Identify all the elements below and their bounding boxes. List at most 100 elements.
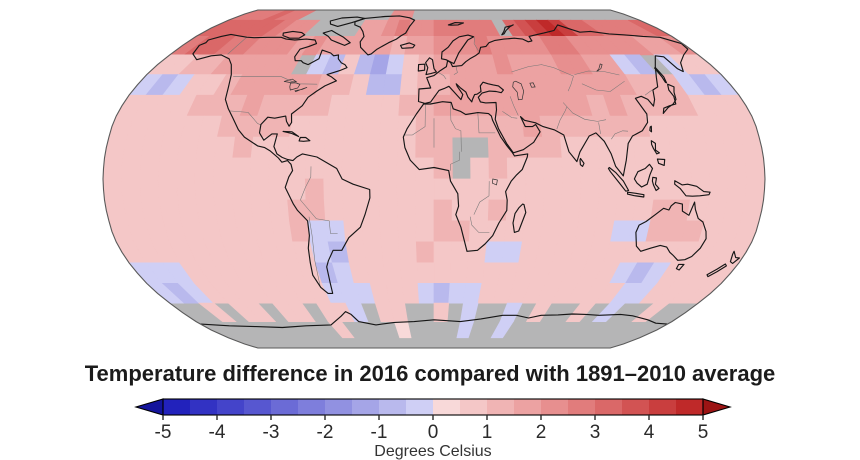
grid-cell bbox=[486, 115, 507, 138]
grid-cell bbox=[398, 241, 418, 264]
grid-cell bbox=[177, 199, 200, 222]
grid-cell bbox=[433, 283, 451, 304]
grid-cell bbox=[268, 178, 288, 201]
grid-cell bbox=[560, 199, 581, 222]
grid-cell bbox=[505, 199, 526, 222]
grid-cell bbox=[397, 220, 417, 243]
grid-cell bbox=[361, 220, 382, 243]
grid-cell bbox=[416, 74, 435, 96]
grid-cell bbox=[197, 302, 237, 322]
projection-outline bbox=[102, 9, 766, 349]
world-map bbox=[102, 9, 766, 349]
grid-cell bbox=[631, 302, 671, 322]
grid-cell bbox=[523, 199, 545, 222]
grid-cell bbox=[484, 241, 506, 264]
grid-cell bbox=[396, 157, 417, 180]
grid-cell bbox=[433, 74, 452, 96]
coastlines bbox=[192, 15, 740, 329]
grid-cell bbox=[415, 178, 435, 201]
grid-cell bbox=[177, 136, 200, 159]
grid-cell bbox=[708, 178, 729, 201]
grid-cell bbox=[525, 178, 545, 201]
colorbar-segment bbox=[217, 399, 245, 415]
grid-cell bbox=[323, 136, 345, 159]
colorbar-segment bbox=[244, 399, 272, 415]
colorbar-segment bbox=[595, 399, 623, 415]
grid-cell bbox=[157, 178, 179, 201]
grid-cell bbox=[708, 157, 729, 180]
grid-cell bbox=[543, 157, 564, 180]
grid-cell bbox=[361, 115, 382, 138]
grid-cell bbox=[176, 178, 197, 201]
grid-cell bbox=[194, 178, 215, 201]
grid-cell bbox=[433, 94, 453, 117]
grid-cell bbox=[448, 283, 467, 304]
grid-cell bbox=[325, 220, 347, 243]
colorbar-segment bbox=[406, 399, 434, 415]
grid-cell bbox=[525, 157, 545, 180]
colorbar-segment bbox=[325, 399, 353, 415]
grid-cell bbox=[325, 115, 347, 138]
grid-cell bbox=[212, 178, 234, 201]
figure-title: Temperature difference in 2016 compared … bbox=[84, 361, 776, 386]
colorbar-tick-label: -4 bbox=[209, 422, 226, 443]
grid-cell bbox=[596, 199, 618, 222]
colorbar-segment bbox=[190, 399, 218, 415]
grid-cell bbox=[580, 178, 600, 201]
grid-cell bbox=[213, 136, 236, 159]
grid-cell bbox=[561, 178, 582, 201]
grid-cell bbox=[382, 74, 403, 96]
grid-cell bbox=[268, 199, 290, 222]
grid-cell bbox=[465, 74, 486, 96]
grid-cell bbox=[232, 199, 254, 222]
grid-cell bbox=[378, 178, 398, 201]
grid-cell bbox=[542, 199, 563, 222]
grid-cell bbox=[139, 157, 160, 180]
grid-cell bbox=[342, 199, 363, 222]
grid-cell bbox=[378, 199, 399, 222]
grid-cell bbox=[345, 94, 367, 117]
grid-cell bbox=[650, 136, 673, 159]
grid-cell bbox=[399, 262, 419, 284]
grid-cell bbox=[433, 36, 450, 56]
grid-cell bbox=[379, 115, 400, 138]
grid-cell bbox=[341, 157, 362, 180]
grid-cell bbox=[415, 241, 435, 264]
grid-cell bbox=[433, 302, 450, 322]
grid-cell bbox=[490, 321, 514, 339]
grid-cell bbox=[578, 199, 600, 222]
grid-cell bbox=[634, 178, 656, 201]
grid-cell bbox=[542, 136, 563, 159]
grid-cell bbox=[598, 178, 619, 201]
colorbar: -5 -4 -3 -2 -1 0 1 2 3 4 5 Degrees Celsius bbox=[134, 398, 732, 460]
grid-cell bbox=[250, 199, 272, 222]
colorbar-segment bbox=[676, 399, 704, 415]
grid-cell bbox=[560, 136, 581, 159]
colorbar-tick-label: -1 bbox=[371, 422, 388, 443]
grid-cell bbox=[689, 157, 711, 180]
grid-cell bbox=[456, 321, 475, 339]
colorbar-units-label: Degrees Celsius bbox=[374, 443, 491, 460]
grid-cell bbox=[488, 157, 508, 180]
grid-cell bbox=[450, 241, 470, 264]
grid-cell bbox=[213, 199, 236, 222]
colorbar-left-arrow bbox=[134, 398, 164, 416]
grid-cell bbox=[158, 136, 182, 159]
grid-cell bbox=[327, 321, 355, 339]
grid-cell bbox=[286, 302, 316, 322]
colorbar-tick-label: 2 bbox=[536, 422, 547, 443]
grid-cell bbox=[343, 115, 364, 138]
heatmap-cells bbox=[103, 10, 765, 339]
grid-cell bbox=[488, 178, 508, 201]
grid-cell bbox=[415, 220, 435, 243]
grid-cell bbox=[380, 241, 401, 264]
colorbar-segment bbox=[514, 399, 542, 415]
grid-cell bbox=[415, 136, 435, 159]
grid-cell bbox=[360, 157, 380, 180]
grid-cell bbox=[341, 178, 362, 201]
grid-cell bbox=[231, 157, 252, 180]
grid-cell bbox=[270, 220, 294, 243]
grid-cell bbox=[212, 157, 234, 180]
colorbar-segment bbox=[487, 399, 515, 415]
colorbar-segment bbox=[379, 399, 407, 415]
